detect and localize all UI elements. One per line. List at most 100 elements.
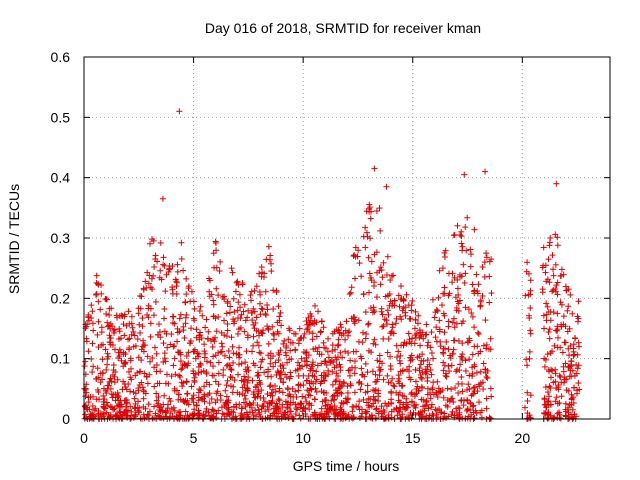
data-point: [438, 409, 445, 416]
data-point: [171, 342, 178, 349]
data-point: [214, 388, 221, 395]
data-point: [430, 355, 437, 362]
data-point: [425, 339, 432, 346]
data-point: [95, 298, 102, 305]
data-point: [445, 323, 452, 330]
data-point: [565, 363, 572, 370]
data-point: [360, 291, 367, 298]
data-point: [371, 308, 378, 315]
data-point: [368, 412, 375, 419]
data-point: [104, 402, 111, 409]
data-point: [196, 386, 203, 393]
data-point: [152, 298, 159, 305]
data-point: [111, 405, 118, 412]
data-point: [183, 353, 190, 360]
data-point: [430, 379, 437, 386]
data-point: [257, 364, 264, 371]
data-point: [339, 354, 346, 361]
data-point: [471, 287, 478, 294]
data-point: [322, 358, 329, 365]
data-point: [236, 354, 243, 361]
data-point: [337, 389, 344, 396]
data-point: [168, 373, 175, 380]
data-point: [398, 383, 405, 390]
data-point: [360, 233, 367, 240]
data-point: [301, 349, 308, 356]
data-point: [135, 385, 142, 392]
data-point: [298, 355, 305, 362]
data-point: [276, 388, 283, 395]
data-point: [341, 380, 348, 387]
data-point: [178, 255, 185, 262]
data-point: [444, 385, 451, 392]
data-point: [161, 392, 168, 399]
data-point: [462, 270, 469, 277]
data-point: [174, 268, 181, 275]
data-point: [191, 406, 198, 413]
y-tick-label: 0.6: [51, 49, 71, 65]
data-point: [480, 360, 487, 367]
data-point: [409, 335, 416, 342]
data-point: [89, 340, 96, 347]
data-point: [328, 397, 335, 404]
data-point: [471, 363, 478, 370]
data-point: [425, 415, 432, 422]
data-point: [389, 375, 396, 382]
data-point: [203, 370, 210, 377]
data-point: [323, 362, 330, 369]
data-point: [193, 402, 200, 409]
data-point: [446, 352, 453, 359]
data-point: [226, 309, 233, 316]
data-point: [524, 389, 531, 396]
data-point: [523, 356, 530, 363]
data-point: [253, 314, 260, 321]
data-point: [273, 408, 280, 415]
data-point: [332, 346, 339, 353]
data-point: [104, 350, 111, 357]
data-point: [375, 397, 382, 404]
data-point: [249, 377, 256, 384]
data-point: [524, 259, 531, 266]
data-point: [357, 353, 364, 360]
data-point: [426, 389, 433, 396]
data-point: [458, 374, 465, 381]
data-point: [184, 412, 191, 419]
data-point: [206, 400, 213, 407]
data-point: [265, 406, 272, 413]
data-point: [189, 411, 196, 418]
data-point: [456, 297, 463, 304]
data-point: [115, 402, 122, 409]
data-point: [94, 411, 101, 418]
data-point: [403, 395, 410, 402]
data-point: [241, 328, 248, 335]
data-point: [156, 274, 163, 281]
data-point: [190, 392, 197, 399]
data-point: [329, 381, 336, 388]
data-point: [554, 344, 561, 351]
data-point: [540, 312, 547, 319]
data-point: [545, 411, 552, 418]
data-point: [399, 382, 406, 389]
data-point: [551, 415, 558, 422]
data-point: [92, 291, 99, 298]
data-point: [101, 396, 108, 403]
data-point: [393, 315, 400, 322]
data-point: [441, 253, 448, 260]
data-point: [137, 329, 144, 336]
data-point: [569, 414, 576, 421]
data-point: [144, 311, 151, 318]
data-point: [106, 312, 113, 319]
data-point: [523, 268, 530, 275]
data-point: [471, 324, 478, 331]
data-point: [275, 396, 282, 403]
data-point: [421, 407, 428, 414]
data-point: [181, 361, 188, 368]
data-point: [267, 392, 274, 399]
data-point: [459, 388, 466, 395]
data-point: [196, 308, 203, 315]
data-point: [245, 374, 252, 381]
data-point: [334, 392, 341, 399]
data-point: [215, 381, 222, 388]
data-point: [218, 340, 225, 347]
data-point: [93, 376, 100, 383]
